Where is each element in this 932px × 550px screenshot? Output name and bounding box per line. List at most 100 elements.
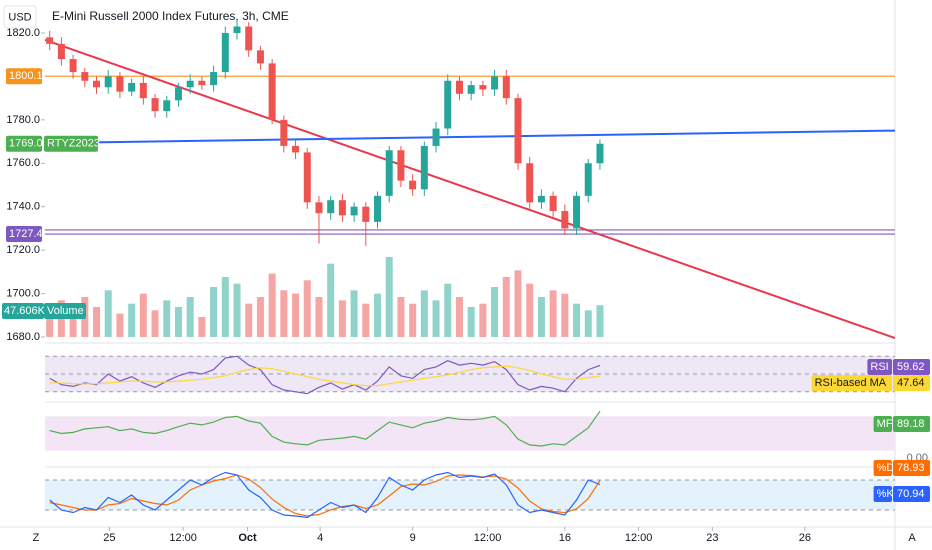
- candle-body: [385, 150, 393, 196]
- y-tick-label: 1680.0: [6, 331, 40, 343]
- volume-badge-label: 47.606K: [4, 305, 46, 317]
- series-value: 89.18: [897, 418, 925, 430]
- price-badge-label: 1800.1: [9, 70, 43, 82]
- candle-body: [409, 180, 417, 190]
- candle-body: [362, 206, 370, 222]
- candle-body: [186, 80, 194, 88]
- trend-line: [45, 39, 895, 339]
- volume-bar: [116, 313, 124, 337]
- y-tick-label: 1720.0: [6, 244, 40, 256]
- candle-body: [81, 72, 89, 81]
- volume-bar: [455, 297, 463, 337]
- indicator-line: [49, 474, 601, 517]
- volume-bar: [479, 303, 487, 337]
- volume-bar: [526, 283, 534, 337]
- series-tag: [44, 135, 98, 152]
- volume-bar: [385, 257, 393, 337]
- volume-bar: [420, 290, 428, 337]
- zoom-button[interactable]: Z: [33, 532, 40, 544]
- candle-body: [584, 163, 592, 196]
- candle-body: [116, 76, 124, 92]
- x-tick-label: 25: [103, 532, 115, 544]
- volume-bar: [186, 297, 194, 337]
- candle-body: [57, 43, 65, 60]
- volume-bar: [268, 273, 276, 337]
- y-tick-label: 1780.0: [6, 114, 40, 126]
- y-tick-label: 1820.0: [6, 27, 40, 39]
- volume-bar: [210, 287, 218, 337]
- series-tag-label: Volume: [47, 305, 84, 317]
- overlay: 1820.0 1780.0 1760.0 1740.0 1720.0 1700.0 1680…: [2, 27, 930, 544]
- x-tick-label: 12:00: [625, 532, 653, 544]
- indicator-band: [45, 416, 895, 451]
- volume-bar: [233, 283, 241, 337]
- volume-bar: [397, 297, 405, 337]
- x-tick-label: 12:00: [169, 532, 197, 544]
- candle-body: [502, 76, 510, 99]
- candle-body: [537, 195, 545, 203]
- currency-button[interactable]: [3, 5, 37, 29]
- candle-body: [104, 76, 112, 88]
- indicator-line: [49, 365, 601, 387]
- currency[interactable]: USD: [8, 11, 31, 23]
- price-badge: [6, 226, 42, 243]
- volume-bar: [280, 290, 288, 337]
- y-tick-label: 1700.0: [6, 287, 40, 299]
- candle-body: [210, 72, 218, 86]
- candle-body: [303, 152, 311, 203]
- volume-bar: [292, 293, 300, 337]
- volume-bar: [151, 310, 159, 337]
- volume-badge: [2, 303, 44, 319]
- volume-bar: [338, 300, 346, 337]
- x-tick-label: 26: [799, 532, 811, 544]
- candle-body: [139, 82, 147, 99]
- indicator-line: [49, 355, 601, 395]
- candle-body: [374, 195, 382, 222]
- candle-body: [420, 145, 428, 190]
- candle-body: [245, 26, 253, 51]
- candle-body: [514, 98, 522, 164]
- indicator-line: [49, 410, 601, 447]
- volume-bar: [514, 270, 522, 337]
- series-value: 47.64: [897, 377, 925, 389]
- volume-bar: [549, 290, 557, 337]
- price-badge: [6, 68, 42, 85]
- series-value: 70.94: [897, 488, 925, 500]
- y-tick-label: 1740.0: [6, 201, 40, 213]
- series-value: 59.62: [897, 361, 925, 373]
- volume-bar: [163, 300, 171, 337]
- volume-bar: [374, 293, 382, 337]
- candle-body: [151, 98, 159, 112]
- candle-body: [93, 80, 101, 88]
- volume-bar: [245, 303, 253, 337]
- volume-bar: [139, 293, 147, 337]
- candle-body: [444, 80, 452, 129]
- volume-bar: [467, 307, 475, 337]
- candle-body: [549, 195, 557, 212]
- price-badge: [6, 135, 42, 152]
- volume-bar: [584, 310, 592, 337]
- x-tick-label: 12:00: [474, 532, 502, 544]
- x-tick-label: 23: [706, 532, 718, 544]
- auto-scale-button[interactable]: A: [908, 532, 916, 544]
- indicator-line: [49, 471, 601, 519]
- x-tick-label: 9: [410, 532, 416, 544]
- series-tag: [44, 303, 86, 319]
- series-name-tag: [873, 460, 892, 476]
- volume-bar: [502, 277, 510, 337]
- candle-body: [280, 119, 288, 146]
- price-badge-label: 1727.4: [9, 228, 43, 240]
- price-badge-label: 1769.0: [9, 138, 43, 150]
- chart-title: E-Mini Russell 2000 Index Futures, 3h, C…: [52, 9, 289, 23]
- volume-bar: [327, 263, 335, 337]
- volume-bar: [303, 280, 311, 337]
- volume-bar: [350, 290, 358, 337]
- x-tick-label: Oct: [238, 532, 257, 544]
- candle-body: [268, 63, 276, 120]
- volume-bar: [409, 303, 417, 337]
- price-pane: [45, 19, 895, 339]
- candle-body: [292, 145, 300, 153]
- candle-body: [338, 200, 346, 216]
- volume-bar: [221, 277, 229, 337]
